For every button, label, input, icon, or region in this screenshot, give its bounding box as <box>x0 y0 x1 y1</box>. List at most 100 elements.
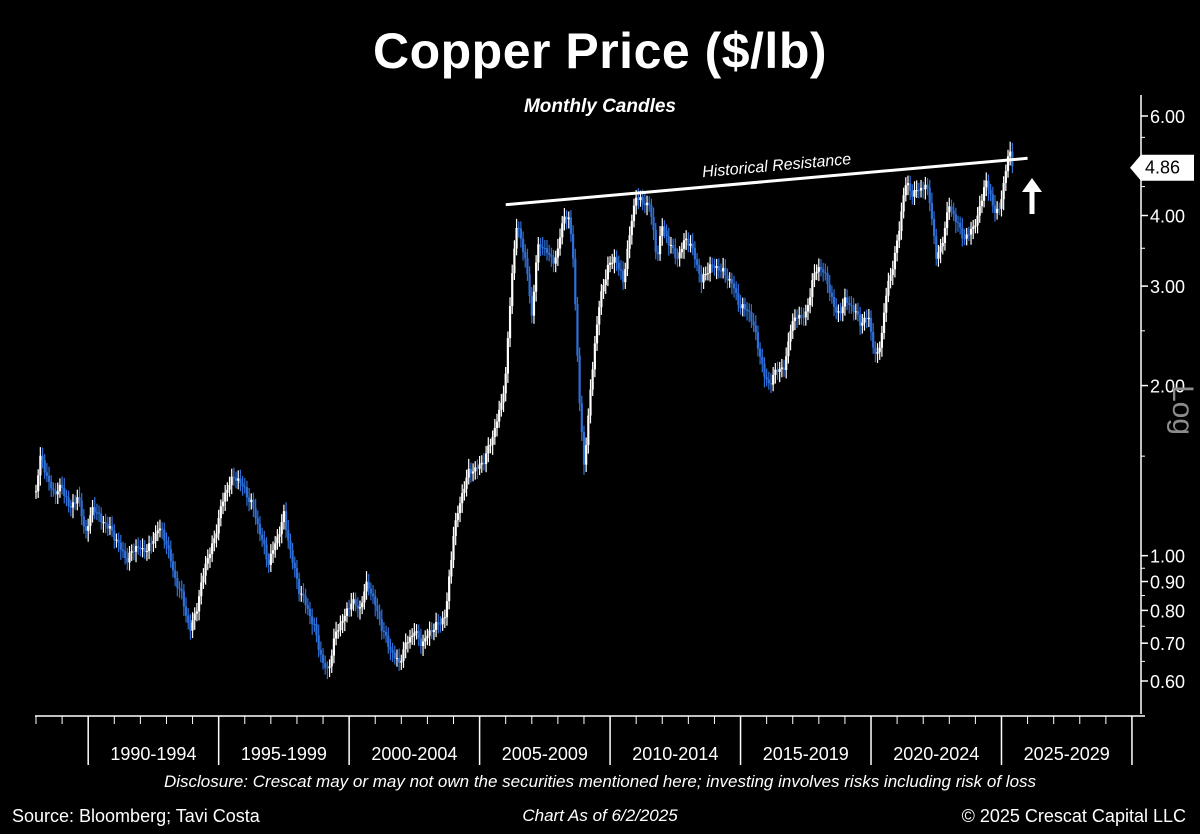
candle-body <box>678 252 681 259</box>
candle-body <box>154 533 157 541</box>
candle <box>737 283 740 312</box>
candle-body <box>361 602 364 608</box>
candle-body <box>735 288 738 294</box>
candle-body <box>776 369 779 372</box>
candle-body <box>896 240 899 253</box>
candle-body <box>998 208 1001 210</box>
candle <box>365 571 368 600</box>
candle <box>469 462 473 483</box>
candle-body <box>804 311 807 318</box>
candle <box>237 470 240 490</box>
candle <box>65 489 68 507</box>
candle <box>954 207 957 234</box>
candle <box>843 288 847 316</box>
candle-body <box>106 524 109 529</box>
candle-body <box>954 214 957 223</box>
candle <box>789 324 792 351</box>
candle-body <box>817 267 820 272</box>
candle-body <box>828 284 831 293</box>
candle-body <box>922 187 925 190</box>
candle-body <box>411 635 414 638</box>
candle-body <box>867 317 870 320</box>
candle <box>578 347 581 411</box>
candle-body <box>719 270 723 272</box>
candle-body <box>302 593 305 597</box>
candle <box>478 455 481 476</box>
candle-body <box>722 268 725 272</box>
candle <box>408 629 412 649</box>
candle <box>563 208 566 231</box>
candle-body <box>339 622 342 631</box>
candle-body <box>465 477 468 489</box>
candle <box>311 608 314 635</box>
candle-body <box>319 650 322 655</box>
candle-body <box>258 523 262 535</box>
candle <box>772 366 775 392</box>
candle-body <box>206 558 209 564</box>
candle-body <box>591 369 594 390</box>
candle-body <box>463 488 466 493</box>
candle <box>828 274 831 301</box>
candle-body <box>785 356 788 371</box>
candle <box>93 497 96 520</box>
candle-body <box>617 262 620 270</box>
candle <box>328 659 331 678</box>
candle-body <box>904 185 907 196</box>
candle-body <box>395 658 399 660</box>
candle-body <box>876 352 879 354</box>
candle <box>191 612 194 639</box>
candle-body <box>132 551 135 553</box>
candle <box>711 257 714 273</box>
candle <box>428 621 431 646</box>
candle-body <box>978 206 981 216</box>
candle <box>393 645 396 665</box>
chart-title: Copper Price ($/lb) <box>372 23 828 79</box>
candle <box>245 480 249 506</box>
candle <box>387 627 390 654</box>
candle <box>517 221 520 238</box>
candle-body <box>611 262 614 264</box>
candle <box>906 175 910 196</box>
candle-body <box>859 314 862 326</box>
candle <box>974 218 977 234</box>
candle <box>295 559 299 590</box>
candle <box>254 498 257 525</box>
candle-body <box>332 638 336 656</box>
candle-body <box>1006 156 1010 172</box>
candle <box>271 541 275 563</box>
candle-body <box>924 184 927 190</box>
candle <box>819 259 823 277</box>
candle <box>300 585 303 602</box>
candle-body <box>848 303 851 305</box>
candle-body <box>643 203 646 206</box>
candle <box>515 218 518 256</box>
candle <box>839 302 842 321</box>
candle <box>221 492 225 515</box>
candle-body <box>763 363 766 377</box>
candle-body <box>341 620 344 623</box>
candle <box>37 469 40 499</box>
candle <box>178 581 181 599</box>
candle <box>132 543 135 561</box>
candle-body <box>389 646 392 650</box>
candle-body <box>508 306 512 339</box>
candle <box>552 249 555 273</box>
candle-body <box>71 502 75 508</box>
candle-body <box>928 187 931 204</box>
candle-body <box>652 216 655 231</box>
candle <box>58 478 62 498</box>
candle <box>45 463 48 483</box>
resistance-group: Historical Resistance <box>505 151 1028 207</box>
candle <box>556 238 559 266</box>
candle-body <box>358 607 362 609</box>
candle <box>663 220 666 239</box>
candle <box>402 641 405 668</box>
candle-body <box>661 226 664 236</box>
candle-body <box>941 242 944 247</box>
candle <box>308 601 312 625</box>
candle-body <box>69 505 72 508</box>
candle <box>200 572 203 605</box>
candle-body <box>572 234 575 259</box>
candle-body <box>524 252 527 259</box>
candle-body <box>380 619 383 631</box>
